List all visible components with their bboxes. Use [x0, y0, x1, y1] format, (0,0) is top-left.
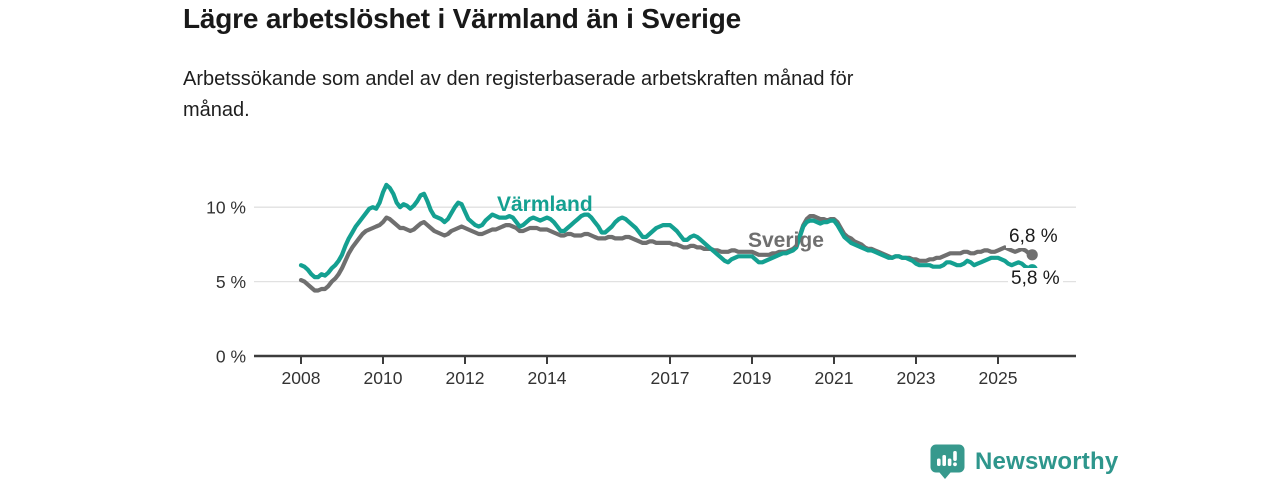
y-axis-tick-label: 0 %: [216, 347, 246, 367]
x-axis-tick-label: 2025: [979, 368, 1018, 388]
y-axis-tick-label: 10 %: [206, 198, 246, 218]
x-axis-tick-label: 2012: [446, 368, 485, 388]
x-axis-tick-label: 2014: [528, 368, 567, 388]
newsworthy-brand-name: Newsworthy: [975, 447, 1119, 475]
chart-subtitle: Arbetssökande som andel av den registerb…: [183, 68, 854, 121]
end-value-label-varmland: 5,8 %: [1008, 268, 1063, 290]
line-värmland: [298, 182, 1035, 280]
series-label-varmland: Värmland: [497, 193, 593, 216]
end-value-label-sverige: 6,8 %: [1006, 226, 1061, 248]
x-axis-tick-label: 2019: [733, 368, 772, 388]
x-axis-tick-label: 2010: [364, 368, 403, 388]
chart-title: Lägre arbetslöshet i Värmland än i Sveri…: [183, 3, 742, 34]
newsworthy-logo-icon: [930, 444, 965, 479]
x-axis-tick-label: 2021: [815, 368, 854, 388]
series-label-sverige: Sverige: [748, 229, 824, 252]
newsworthy-logo: Newsworthy: [929, 443, 1118, 480]
x-axis-tick-label: 2023: [897, 368, 936, 388]
y-axis-tick-label: 5 %: [216, 272, 246, 292]
line-sverige: [298, 214, 1035, 293]
end-dot-sverige: [1026, 249, 1038, 261]
x-axis-tick-label: 2008: [282, 368, 321, 388]
x-axis-tick-label: 2017: [651, 368, 690, 388]
